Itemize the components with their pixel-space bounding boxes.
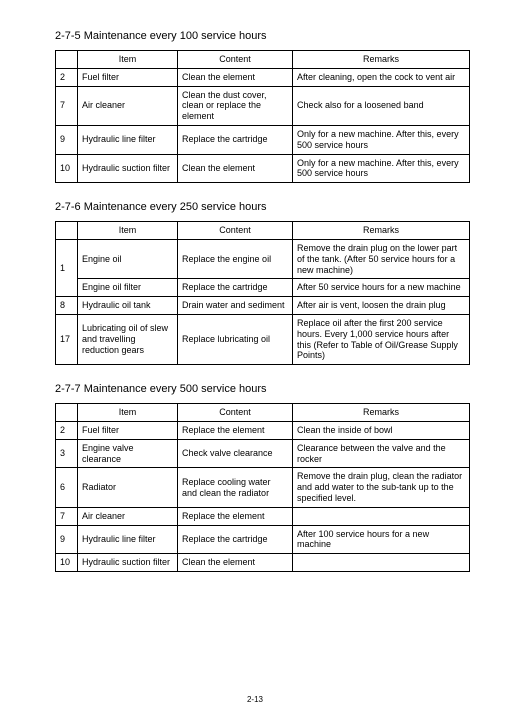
row-number: 10 <box>56 554 78 572</box>
cell-remarks: Clearance between the valve and the rock… <box>293 439 470 468</box>
cell-remarks <box>293 507 470 525</box>
page-number: 2-13 <box>0 695 510 704</box>
row-number: 9 <box>56 525 78 554</box>
row-number: 6 <box>56 468 78 507</box>
cell-item: Hydraulic line filter <box>78 125 178 154</box>
column-header: Item <box>78 51 178 69</box>
cell-content: Clean the dust cover, clean or replace t… <box>178 86 293 125</box>
cell-item: Hydraulic suction filter <box>78 154 178 183</box>
column-header <box>56 222 78 240</box>
table-row: 6RadiatorReplace cooling water and clean… <box>56 468 470 507</box>
cell-content: Drain water and sediment <box>178 297 293 315</box>
table-row: 10Hydraulic suction filterClean the elem… <box>56 554 470 572</box>
table-row: 8Hydraulic oil tankDrain water and sedim… <box>56 297 470 315</box>
column-header: Item <box>78 404 178 422</box>
column-header: Content <box>178 222 293 240</box>
row-number: 1 <box>56 239 78 296</box>
cell-item: Hydraulic suction filter <box>78 554 178 572</box>
cell-content: Replace lubricating oil <box>178 314 293 364</box>
cell-remarks: After air is vent, loosen the drain plug <box>293 297 470 315</box>
cell-item: Engine valve clearance <box>78 439 178 468</box>
table-row: 2Fuel filterReplace the elementClean the… <box>56 421 470 439</box>
cell-remarks: Only for a new machine. After this, ever… <box>293 154 470 183</box>
table-row: 10Hydraulic suction filterClean the elem… <box>56 154 470 183</box>
cell-content: Check valve clearance <box>178 439 293 468</box>
cell-remarks: Remove the drain plug on the lower part … <box>293 239 470 278</box>
section-title: 2-7-5 Maintenance every 100 service hour… <box>55 30 470 42</box>
cell-remarks <box>293 554 470 572</box>
row-number: 2 <box>56 421 78 439</box>
cell-content: Replace the cartridge <box>178 279 293 297</box>
cell-content: Replace the engine oil <box>178 239 293 278</box>
cell-content: Clean the element <box>178 154 293 183</box>
maintenance-table: ItemContentRemarks1Engine oilReplace the… <box>55 221 470 365</box>
column-header: Content <box>178 51 293 69</box>
row-number: 10 <box>56 154 78 183</box>
maintenance-table: ItemContentRemarks2Fuel filterReplace th… <box>55 403 470 572</box>
table-row: Engine oil filterReplace the cartridgeAf… <box>56 279 470 297</box>
cell-content: Clean the element <box>178 554 293 572</box>
column-header: Remarks <box>293 222 470 240</box>
cell-item: Radiator <box>78 468 178 507</box>
cell-content: Replace the element <box>178 421 293 439</box>
cell-remarks: After cleaning, open the cock to vent ai… <box>293 68 470 86</box>
table-row: 17Lubricating oil of slew and travelling… <box>56 314 470 364</box>
column-header <box>56 404 78 422</box>
cell-item: Engine oil filter <box>78 279 178 297</box>
cell-item: Fuel filter <box>78 421 178 439</box>
column-header: Remarks <box>293 51 470 69</box>
row-number: 17 <box>56 314 78 364</box>
table-row: 9Hydraulic line filterReplace the cartri… <box>56 525 470 554</box>
cell-remarks: Replace oil after the first 200 service … <box>293 314 470 364</box>
cell-item: Fuel filter <box>78 68 178 86</box>
cell-remarks: Remove the drain plug, clean the radiato… <box>293 468 470 507</box>
column-header <box>56 51 78 69</box>
row-number: 8 <box>56 297 78 315</box>
column-header: Remarks <box>293 404 470 422</box>
row-number: 2 <box>56 68 78 86</box>
cell-item: Hydraulic line filter <box>78 525 178 554</box>
cell-item: Hydraulic oil tank <box>78 297 178 315</box>
column-header: Content <box>178 404 293 422</box>
table-row: 9Hydraulic line filterReplace the cartri… <box>56 125 470 154</box>
table-row: 1Engine oilReplace the engine oilRemove … <box>56 239 470 278</box>
row-number: 3 <box>56 439 78 468</box>
cell-content: Clean the element <box>178 68 293 86</box>
table-row: 2Fuel filterClean the elementAfter clean… <box>56 68 470 86</box>
cell-item: Air cleaner <box>78 507 178 525</box>
section-title: 2-7-7 Maintenance every 500 service hour… <box>55 383 470 395</box>
cell-content: Replace the cartridge <box>178 525 293 554</box>
table-row: 7Air cleanerReplace the element <box>56 507 470 525</box>
cell-remarks: After 50 service hours for a new machine <box>293 279 470 297</box>
row-number: 7 <box>56 86 78 125</box>
cell-item: Lubricating oil of slew and travelling r… <box>78 314 178 364</box>
cell-content: Replace cooling water and clean the radi… <box>178 468 293 507</box>
row-number: 9 <box>56 125 78 154</box>
cell-remarks: Check also for a loosened band <box>293 86 470 125</box>
table-row: 7Air cleanerClean the dust cover, clean … <box>56 86 470 125</box>
cell-remarks: Only for a new machine. After this, ever… <box>293 125 470 154</box>
cell-remarks: Clean the inside of bowl <box>293 421 470 439</box>
table-row: 3Engine valve clearanceCheck valve clear… <box>56 439 470 468</box>
cell-item: Air cleaner <box>78 86 178 125</box>
maintenance-table: ItemContentRemarks2Fuel filterClean the … <box>55 50 470 183</box>
column-header: Item <box>78 222 178 240</box>
cell-content: Replace the element <box>178 507 293 525</box>
cell-remarks: After 100 service hours for a new machin… <box>293 525 470 554</box>
cell-content: Replace the cartridge <box>178 125 293 154</box>
cell-item: Engine oil <box>78 239 178 278</box>
row-number: 7 <box>56 507 78 525</box>
section-title: 2-7-6 Maintenance every 250 service hour… <box>55 201 470 213</box>
